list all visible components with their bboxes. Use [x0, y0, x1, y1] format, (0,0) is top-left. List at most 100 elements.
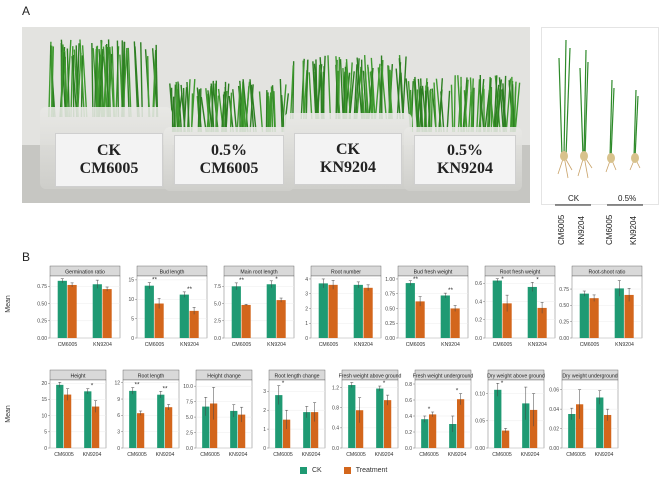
bar-ck [129, 390, 137, 448]
x-tick-label: KN9204 [180, 342, 199, 348]
bar-ck [522, 403, 530, 448]
y-tick-label: 5.0 [214, 301, 221, 307]
x-tick-label: KN9204 [375, 452, 394, 458]
legend-label-treatment: Treatment [355, 467, 388, 474]
y-tick-label: 0.0 [332, 446, 339, 452]
y-tick-label: 0.50 [37, 301, 47, 307]
y-tick-label: 0.00 [37, 336, 47, 342]
y-tick-label: 0.4 [475, 299, 482, 305]
y-tick-label: 5.0 [186, 415, 193, 421]
y-tick-label: 0.25 [37, 319, 47, 325]
tray-label-line1: 0.5% [447, 142, 483, 159]
bar-ck [596, 397, 604, 448]
tray-label-line2: KN9204 [320, 159, 376, 176]
significance-mark: * [501, 380, 504, 387]
bar-ck [440, 295, 450, 338]
y-tick-label: 5 [44, 430, 47, 436]
facet-title: Fresh weight above ground [339, 374, 402, 380]
y-tick-label: 0.10 [475, 391, 485, 397]
significance-mark: ** [134, 382, 140, 389]
x-tick-label: CM6005 [54, 452, 74, 458]
bar-ck [202, 406, 210, 448]
y-tick-label: 3 [263, 389, 266, 395]
tray-label-treat-kn9204: 0.5% KN9204 [414, 135, 516, 185]
x-tick-label: CM6005 [58, 342, 78, 348]
bar-ck [568, 414, 576, 448]
y-tick-label: 10 [41, 413, 47, 419]
bar-ck [92, 284, 102, 338]
y-tick-label: 7.5 [214, 284, 221, 290]
facet-title: Germination ratio [65, 270, 105, 276]
seedlings-illustration [557, 39, 641, 179]
bar-treatment [502, 303, 512, 338]
y-tick-label: 3 [305, 292, 308, 298]
bar-treatment [102, 289, 112, 338]
y-tick-label: 0 [263, 446, 266, 452]
y-tick-label: 3 [117, 429, 120, 435]
tray-label-line1: 0.5% [211, 142, 247, 159]
y-tick-label: 0.00 [559, 336, 569, 342]
bar-ck [275, 395, 283, 448]
bar-treatment [154, 303, 164, 338]
bar-ck [303, 412, 311, 448]
seedling-group-brackets [555, 204, 643, 206]
y-tick-label: 0.50 [385, 306, 395, 312]
facet-title: Bud length [160, 270, 185, 276]
x-tick-label: KN9204 [83, 452, 102, 458]
x-tick-label: KN9204 [528, 342, 547, 348]
bar-ck [56, 384, 64, 448]
tray-label-treat-cm6005: 0.5% CM6005 [174, 135, 284, 185]
facet-title: Height change [207, 374, 241, 380]
facet-title: Dry weight above ground [487, 374, 545, 380]
tray-label-line1: CK [336, 141, 360, 158]
y-tick-label: 9 [117, 397, 120, 403]
seedling-treatment-label: 0.5% [618, 194, 637, 203]
bar-ck [84, 391, 92, 448]
y-tick-label: 0.05 [475, 419, 485, 425]
y-tick-label: 0.04 [549, 407, 559, 413]
y-tick-label: 1 [305, 321, 308, 327]
bar-ck [348, 385, 356, 448]
x-tick-label: KN9204 [354, 342, 373, 348]
bar-treatment [238, 414, 246, 448]
bar-ck [421, 419, 429, 448]
significance-mark: ** [239, 277, 245, 284]
y-tick-label: 0.6 [475, 281, 482, 287]
facet-title: Root number [331, 270, 361, 276]
trays-photo: CK CM6005 0.5% CM6005 CK KN9204 0.5% KN9… [22, 27, 530, 203]
y-tick-label: 0.75 [37, 284, 47, 290]
y-tick-label: 1.00 [385, 277, 395, 283]
x-tick-label: KN9204 [448, 452, 467, 458]
y-tick-label: 1.2 [332, 385, 339, 391]
x-tick-label: CM6005 [580, 342, 600, 348]
bar-treatment [311, 412, 319, 448]
significance-mark: ** [448, 287, 454, 294]
y-tick-label: 2 [305, 306, 308, 312]
y-tick-label: 0.8 [405, 382, 412, 388]
legend-swatch-ck [300, 467, 307, 474]
bar-treatment [276, 300, 286, 338]
x-tick-label: KN9204 [595, 452, 614, 458]
bar-treatment [384, 400, 392, 448]
y-tick-label: 0.75 [385, 292, 395, 298]
bar-treatment [283, 419, 291, 448]
tray-label-line2: KN9204 [437, 160, 493, 177]
significance-mark: * [275, 276, 278, 283]
significance-mark: * [536, 276, 539, 283]
x-tick-label: KN9204 [441, 342, 460, 348]
y-tick-label: 2.5 [214, 319, 221, 325]
y-tick-label: 0 [131, 336, 134, 342]
bar-ck [614, 288, 624, 338]
y-tick-label: 6 [117, 413, 120, 419]
facet-title: Fresh weight underground [413, 374, 474, 380]
bar-ck [179, 294, 189, 338]
y-axis-title: Mean [5, 405, 12, 423]
x-tick-label: CM6005 [406, 342, 426, 348]
y-tick-label: 1 [263, 427, 266, 433]
y-tick-label: 20 [41, 381, 47, 387]
trays-illustration [22, 27, 530, 203]
bar-treatment [137, 413, 145, 448]
bar-ck [230, 410, 238, 448]
x-tick-label: KN9204 [229, 452, 248, 458]
bar-ck [318, 283, 328, 338]
